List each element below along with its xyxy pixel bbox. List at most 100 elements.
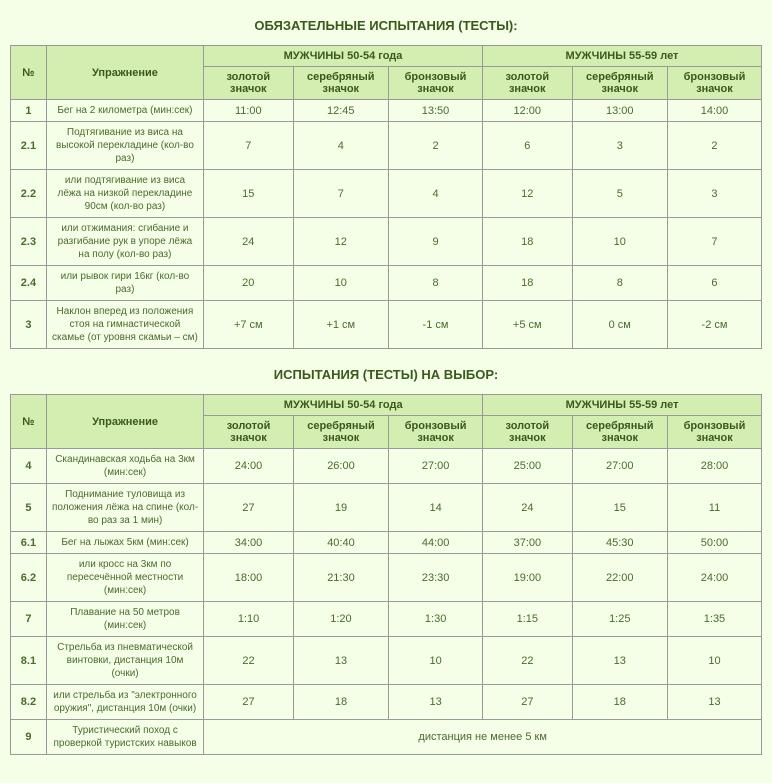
th-bronze: бронзовый значок (667, 416, 761, 449)
cell-value: 23:30 (389, 554, 483, 602)
th-silver: серебряный значок (572, 67, 667, 100)
cell-num: 2.4 (11, 266, 47, 301)
cell-exercise: Скандинавская ходьба на 3км (мин:сек) (46, 449, 203, 484)
th-num: № (11, 46, 47, 100)
cell-num: 2.3 (11, 218, 47, 266)
cell-exercise: или кросс на 3км по пересечённой местнос… (46, 554, 203, 602)
cell-value: 40:40 (293, 532, 388, 554)
table-mandatory: № Упражнение МУЖЧИНЫ 50-54 года МУЖЧИНЫ … (10, 45, 762, 349)
cell-value: 8 (572, 266, 667, 301)
cell-value: 13:00 (572, 100, 667, 122)
cell-exercise: Бег на лыжах 5км (мин:сек) (46, 532, 203, 554)
cell-value: 19 (293, 484, 388, 532)
cell-num: 1 (11, 100, 47, 122)
cell-exercise: Подтягивание из виса на высокой переклад… (46, 122, 203, 170)
cell-value: 37:00 (483, 532, 572, 554)
cell-value: 11 (667, 484, 761, 532)
cell-value: 8 (389, 266, 483, 301)
cell-exercise: или отжимания: сгибание и разгибание рук… (46, 218, 203, 266)
cell-value: 13 (667, 685, 761, 720)
cell-value: +7 см (204, 301, 294, 349)
cell-value: 6 (483, 122, 573, 170)
title-mandatory: ОБЯЗАТЕЛЬНЫЕ ИСПЫТАНИЯ (ТЕСТЫ): (10, 18, 762, 33)
table-row: 8.2или стрельба из "электронного оружия"… (11, 685, 762, 720)
cell-value: 3 (572, 122, 667, 170)
th-silver: серебряный значок (572, 416, 667, 449)
cell-value: 5 (572, 170, 667, 218)
title-optional: ИСПЫТАНИЯ (ТЕСТЫ) НА ВЫБОР: (10, 367, 762, 382)
cell-merged-note: дистанция не менее 5 км (204, 720, 762, 755)
cell-exercise: или стрельба из "электронного оружия", д… (46, 685, 203, 720)
table-row: 8.1Стрельба из пневматической винтовки, … (11, 637, 762, 685)
cell-num: 4 (11, 449, 47, 484)
cell-value: 25:00 (483, 449, 572, 484)
cell-value: 18 (483, 266, 573, 301)
table-row: 2.2или подтягивание из виса лёжа на низк… (11, 170, 762, 218)
cell-value: 22 (204, 637, 293, 685)
th-group1: МУЖЧИНЫ 50-54 года (204, 395, 483, 416)
cell-value: 18 (293, 685, 388, 720)
cell-value: 12 (293, 218, 388, 266)
cell-num: 3 (11, 301, 47, 349)
th-gold: золотой значок (483, 416, 572, 449)
cell-exercise: Стрельба из пневматической винтовки, дис… (46, 637, 203, 685)
cell-num: 2.1 (11, 122, 47, 170)
th-exercise: Упражнение (46, 46, 203, 100)
table-row: 9Туристический поход с проверкой туристс… (11, 720, 762, 755)
cell-value: 7 (293, 170, 388, 218)
cell-value: -2 см (667, 301, 761, 349)
cell-value: 12 (483, 170, 573, 218)
th-gold: золотой значок (483, 67, 573, 100)
cell-value: 12:45 (293, 100, 388, 122)
table-row: 4Скандинавская ходьба на 3км (мин:сек)24… (11, 449, 762, 484)
table-row: 3Наклон вперед из положения стоя на гимн… (11, 301, 762, 349)
th-bronze: бронзовый значок (667, 67, 761, 100)
th-group2: МУЖЧИНЫ 55-59 лет (483, 395, 762, 416)
cell-value: 27 (204, 685, 293, 720)
cell-value: 2 (389, 122, 483, 170)
cell-exercise: Туристический поход с проверкой туристск… (46, 720, 203, 755)
table-optional: № Упражнение МУЖЧИНЫ 50-54 года МУЖЧИНЫ … (10, 394, 762, 755)
cell-value: 27 (483, 685, 572, 720)
cell-value: 14:00 (667, 100, 761, 122)
cell-value: 1:35 (667, 602, 761, 637)
th-gold: золотой значок (204, 67, 294, 100)
cell-value: 26:00 (293, 449, 388, 484)
cell-value: 21:30 (293, 554, 388, 602)
th-silver: серебряный значок (293, 67, 388, 100)
th-group1: МУЖЧИНЫ 50-54 года (204, 46, 483, 67)
cell-value: 7 (204, 122, 294, 170)
cell-value: 15 (572, 484, 667, 532)
cell-num: 5 (11, 484, 47, 532)
cell-value: 19:00 (483, 554, 572, 602)
cell-value: 1:25 (572, 602, 667, 637)
cell-value: 13 (389, 685, 483, 720)
th-gold: золотой значок (204, 416, 293, 449)
cell-value: 1:30 (389, 602, 483, 637)
cell-value: 27:00 (572, 449, 667, 484)
cell-value: 24:00 (667, 554, 761, 602)
th-group2: МУЖЧИНЫ 55-59 лет (483, 46, 762, 67)
cell-value: 18 (483, 218, 573, 266)
cell-value: 7 (667, 218, 761, 266)
table-row: 2.1Подтягивание из виса на высокой перек… (11, 122, 762, 170)
cell-value: 3 (667, 170, 761, 218)
cell-value: -1 см (389, 301, 483, 349)
cell-value: 14 (389, 484, 483, 532)
th-bronze: бронзовый значок (389, 416, 483, 449)
cell-value: 2 (667, 122, 761, 170)
cell-value: 0 см (572, 301, 667, 349)
cell-value: 22:00 (572, 554, 667, 602)
cell-value: 1:15 (483, 602, 572, 637)
cell-num: 7 (11, 602, 47, 637)
table-row: 7Плавание на 50 метров (мин:сек)1:101:20… (11, 602, 762, 637)
cell-value: 4 (389, 170, 483, 218)
cell-value: 34:00 (204, 532, 293, 554)
cell-value: 12:00 (483, 100, 573, 122)
table-row: 2.3или отжимания: сгибание и разгибание … (11, 218, 762, 266)
cell-exercise: Наклон вперед из положения стоя на гимна… (46, 301, 203, 349)
cell-value: 9 (389, 218, 483, 266)
cell-value: 1:20 (293, 602, 388, 637)
cell-num: 8.1 (11, 637, 47, 685)
th-silver: серебряный значок (293, 416, 388, 449)
